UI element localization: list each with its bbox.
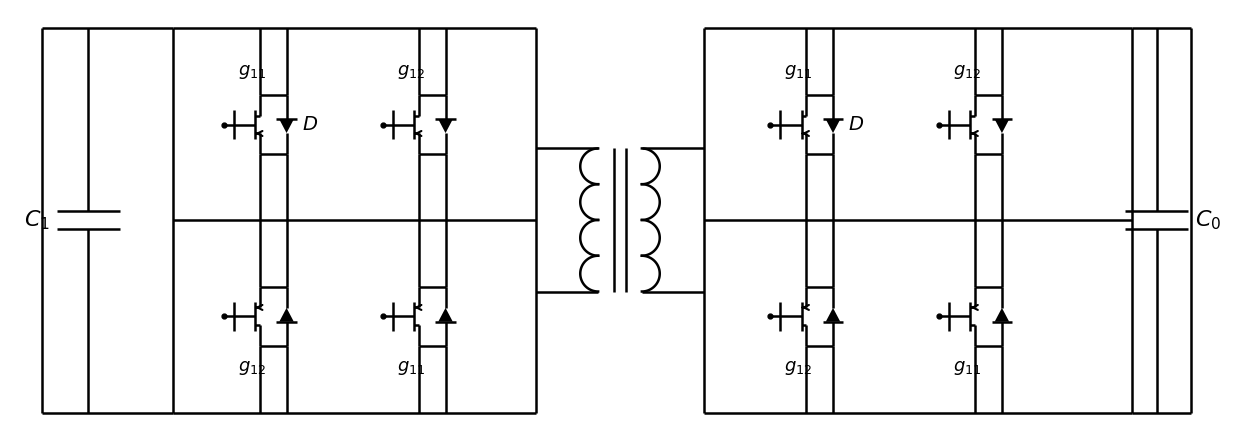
Polygon shape [825,119,840,133]
Text: $g_{12}$: $g_{12}$ [953,64,981,82]
Polygon shape [439,119,452,133]
Polygon shape [995,119,1009,133]
Polygon shape [439,308,452,322]
Text: $g_{12}$: $g_{12}$ [396,64,425,82]
Text: $g_{11}$: $g_{11}$ [953,359,981,378]
Text: $g_{11}$: $g_{11}$ [396,359,425,378]
Text: $g_{11}$: $g_{11}$ [784,64,813,82]
Text: $D$: $D$ [302,116,318,133]
Polygon shape [995,308,1009,322]
Polygon shape [279,308,294,322]
Text: $g_{12}$: $g_{12}$ [784,359,813,378]
Text: $C_0$: $C_0$ [1196,208,1222,232]
Polygon shape [279,119,294,133]
Text: $C_1$: $C_1$ [24,208,50,232]
Text: $D$: $D$ [849,116,865,133]
Text: $g_{12}$: $g_{12}$ [238,359,266,378]
Polygon shape [825,308,840,322]
Text: $g_{11}$: $g_{11}$ [238,64,266,82]
